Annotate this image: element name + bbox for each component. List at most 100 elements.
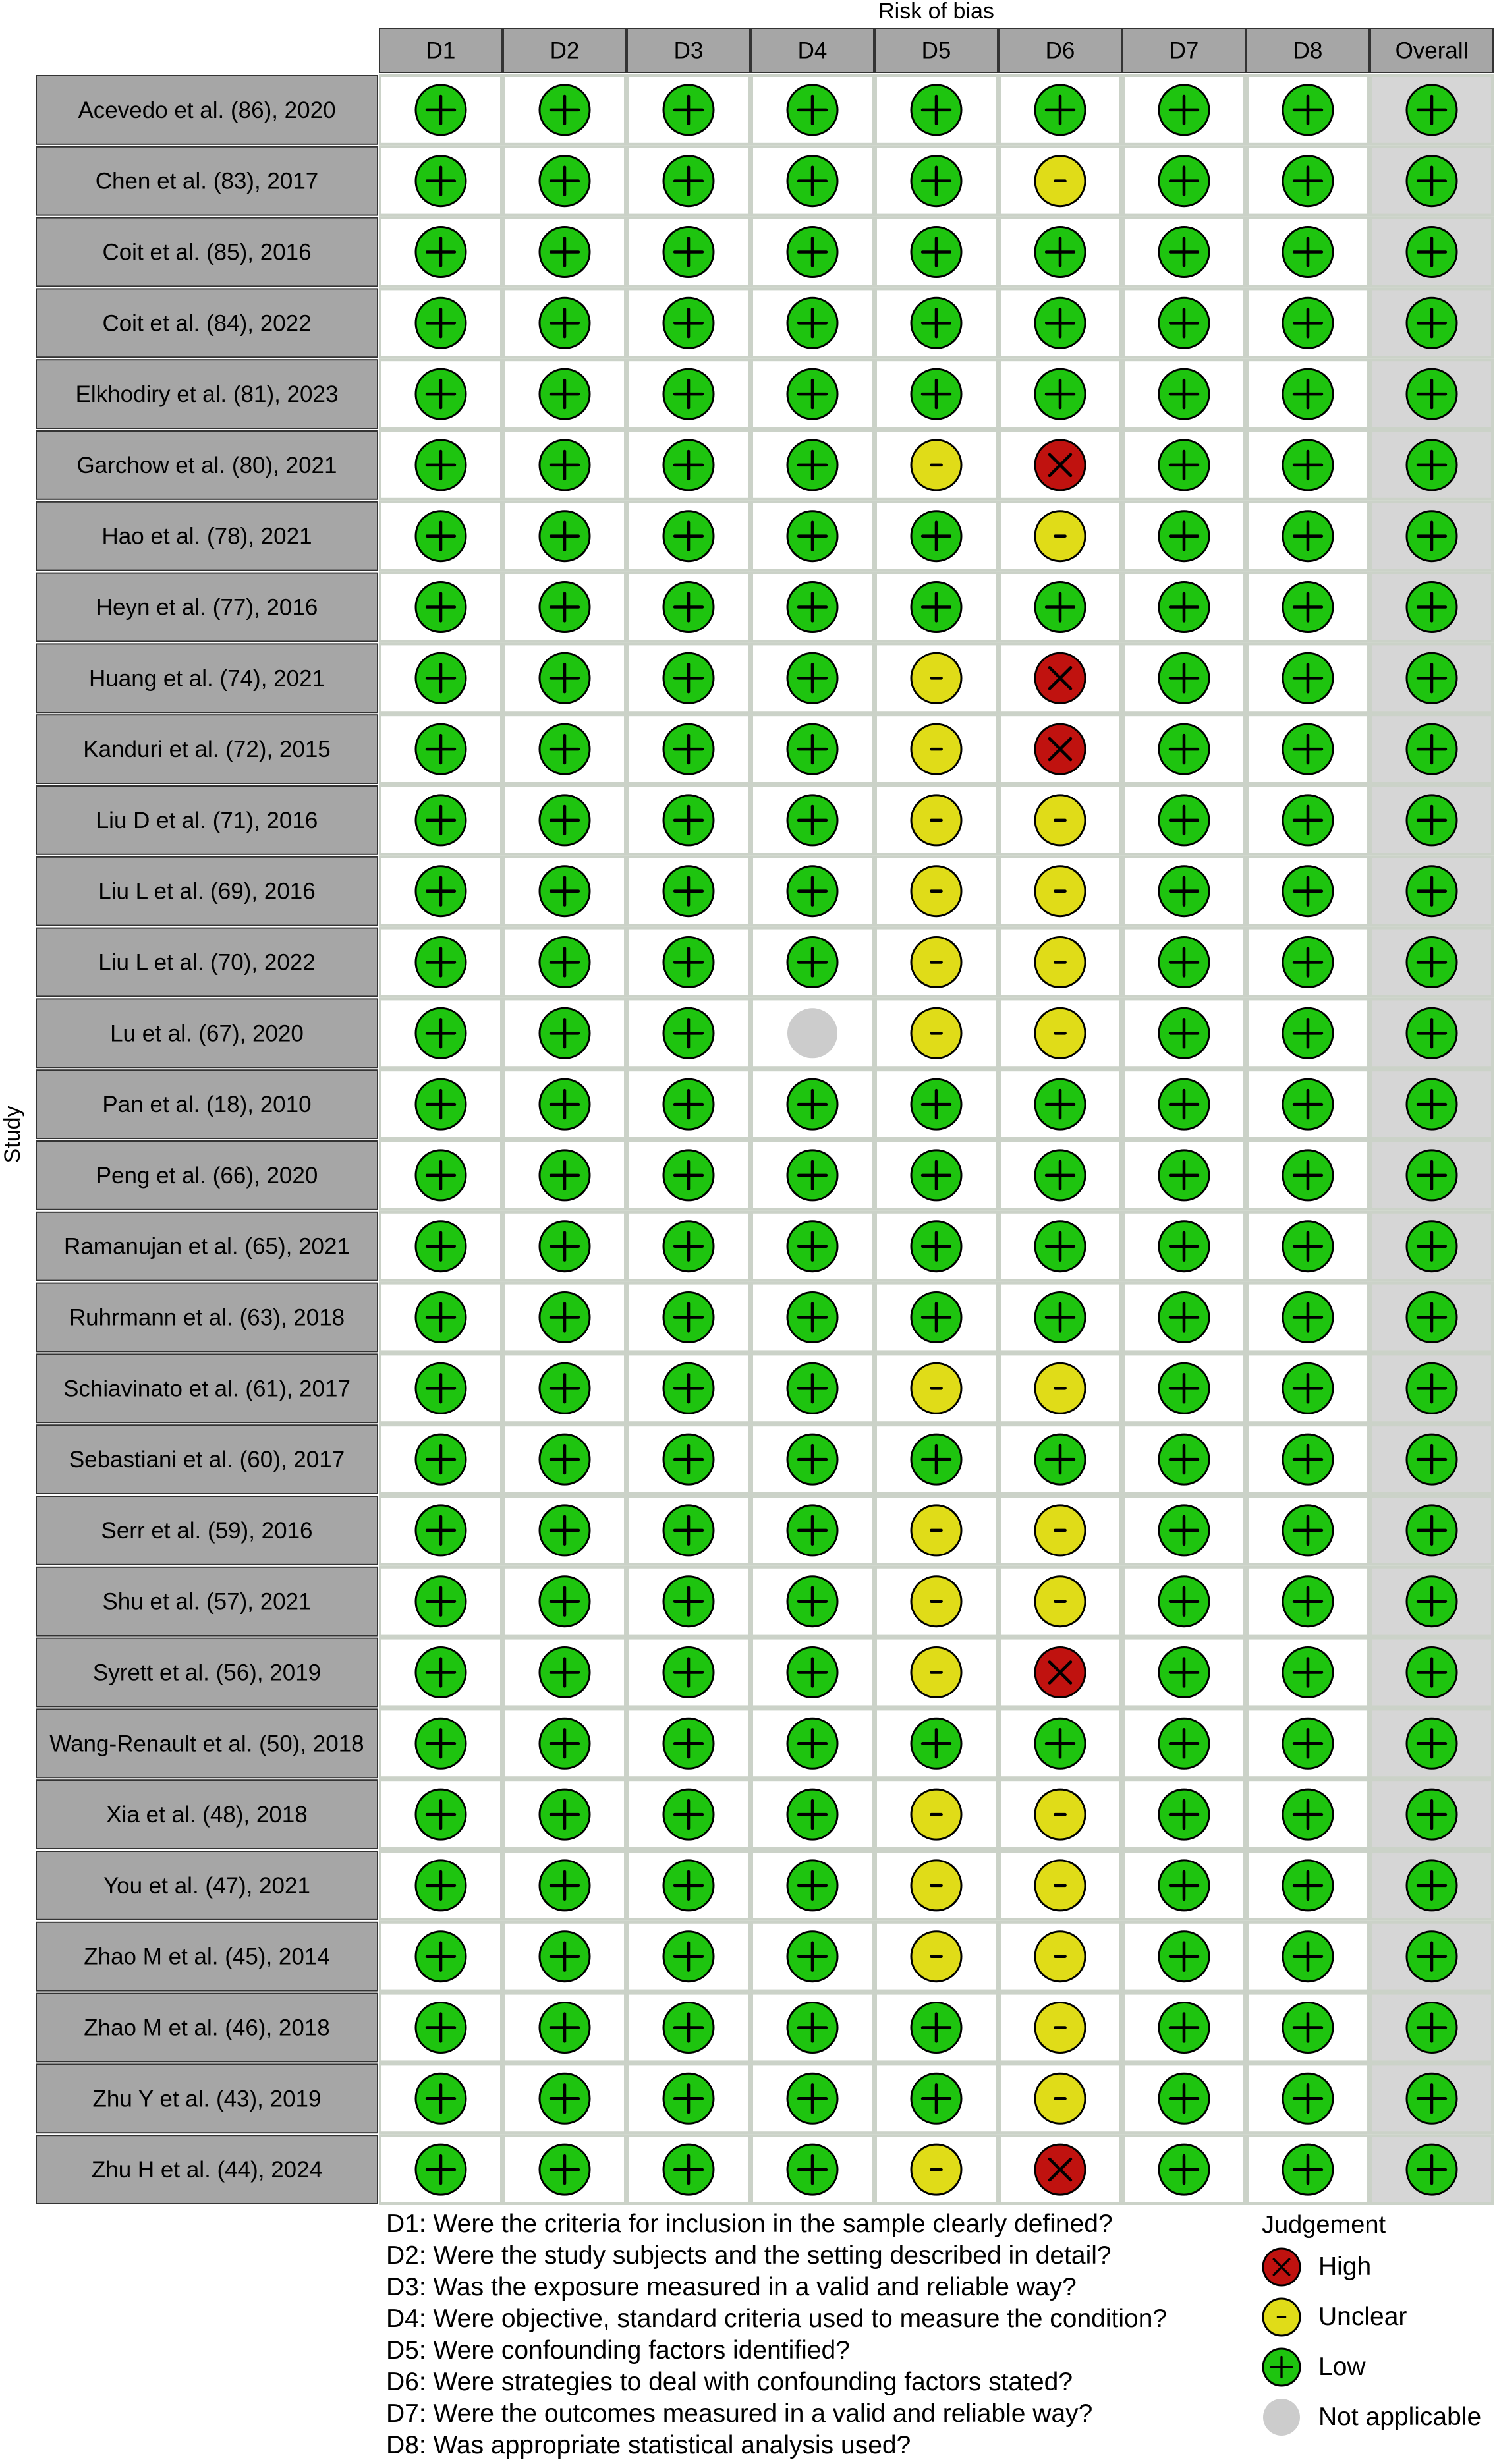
- judgement-unclear-marker: [910, 439, 963, 491]
- study-label: Liu L et al. (69), 2016: [98, 879, 315, 905]
- judgement-low-marker: [1405, 1788, 1458, 1841]
- judgement-low-marker: [662, 296, 715, 349]
- judgement-low-marker: [1034, 1078, 1086, 1131]
- judgement-low-marker: [538, 1504, 591, 1557]
- judgement-low-marker: [1158, 439, 1210, 491]
- header-d4: D4: [750, 28, 874, 73]
- judgement-low-marker: [1282, 1788, 1334, 1841]
- study-cell: [36, 1353, 378, 1424]
- study-row: Zhu H et al. (44), 2024: [36, 2134, 1494, 2205]
- judgement-low-marker: [1158, 1291, 1210, 1343]
- study-cell: [36, 714, 378, 784]
- judgement-low-marker: [910, 1220, 963, 1273]
- study-rows: Acevedo et al. (86), 2020 Chen et al. (83…: [36, 74, 1494, 2205]
- judgement-low-marker: [662, 2002, 715, 2054]
- judgement-low-marker: [786, 2143, 839, 2196]
- judgement-low-marker: [662, 1717, 715, 1770]
- study-cell: [36, 927, 378, 997]
- study-row: Liu L et al. (70), 2022: [36, 926, 1494, 998]
- judgement-low-marker: [662, 1291, 715, 1343]
- judgement-low-marker: [538, 1362, 591, 1414]
- judgement-low-marker: [662, 723, 715, 775]
- study-label: Liu D et al. (71), 2016: [96, 808, 318, 833]
- judgement-low-marker: [1405, 581, 1458, 633]
- study-label: Liu L et al. (70), 2022: [98, 950, 315, 976]
- judgement-low-marker: [1405, 1930, 1458, 1983]
- domain-description: D7: Were the outcomes measured in a vali…: [386, 2399, 1093, 2428]
- judgement-low-marker: [662, 581, 715, 633]
- judgement-low-marker: [1282, 1433, 1334, 1486]
- judgement-low-marker: [662, 794, 715, 847]
- judgement-low-marker: [414, 652, 467, 704]
- study-row: Coit et al. (85), 2016: [36, 216, 1494, 288]
- legend-label: Not applicable: [1318, 2403, 1482, 2431]
- judgement-low-marker: [786, 1788, 839, 1841]
- judgement-low-marker: [1282, 936, 1334, 988]
- header-d5: D5: [874, 28, 998, 73]
- study-row: Syrett et al. (56), 2019: [36, 1637, 1494, 1708]
- study-row: Kanduri et al. (72), 2015: [36, 714, 1494, 785]
- study-label: Kanduri et al. (72), 2015: [83, 737, 331, 762]
- study-label: Syrett et al. (56), 2019: [93, 1660, 321, 1686]
- judgement-low-marker: [1282, 1504, 1334, 1557]
- header-d1: D1: [379, 28, 503, 73]
- judgement-low-marker: [1405, 1007, 1458, 1059]
- legend-title: Judgement: [1262, 2211, 1386, 2239]
- header-label: D4: [798, 38, 828, 64]
- study-cell: [36, 1282, 378, 1353]
- judgement-low-marker: [1282, 368, 1334, 420]
- judgement-unclear-marker: [1034, 510, 1086, 563]
- legend-marker: [1262, 2247, 1301, 2287]
- judgement-low-marker: [786, 1291, 839, 1343]
- judgement-low-marker: [414, 1717, 467, 1770]
- judgement-low-marker: [538, 581, 591, 633]
- judgement-low-marker: [538, 1149, 591, 1202]
- judgement-low-marker: [786, 1930, 839, 1983]
- judgement-low-marker: [414, 368, 467, 420]
- judgement-low-marker: [910, 510, 963, 563]
- judgement-low-marker: [910, 1291, 963, 1343]
- judgement-low-marker: [1282, 155, 1334, 208]
- study-label: Elkhodiry et al. (81), 2023: [76, 381, 339, 407]
- judgement-low-marker: [786, 2072, 839, 2125]
- judgement-low-marker: [414, 581, 467, 633]
- study-row: Liu D et al. (71), 2016: [36, 785, 1494, 856]
- judgement-low-marker: [1405, 723, 1458, 775]
- study-row: Acevedo et al. (86), 2020: [36, 74, 1494, 146]
- judgement-low-marker: [1405, 226, 1458, 278]
- judgement-low-marker: [1405, 1220, 1458, 1273]
- judgement-low-marker: [414, 1220, 467, 1273]
- study-label: Acevedo et al. (86), 2020: [78, 98, 335, 123]
- judgement-low-marker: [786, 1646, 839, 1698]
- judgement-low-marker: [1282, 1859, 1334, 1912]
- judgement-low-marker: [1034, 1717, 1086, 1770]
- judgement-low-marker: [1282, 1575, 1334, 1628]
- study-row: Ruhrmann et al. (63), 2018: [36, 1281, 1494, 1353]
- judgement-unclear-marker: [1034, 1859, 1086, 1912]
- judgement-low-marker: [414, 1007, 467, 1059]
- judgement-low-marker: [662, 2072, 715, 2125]
- chart-title: Risk of bias: [878, 0, 994, 24]
- judgement-low-marker: [1158, 226, 1210, 278]
- judgement-low-marker: [662, 1859, 715, 1912]
- judgement-low-marker: [414, 794, 467, 847]
- judgement-unclear-marker: [910, 1859, 963, 1912]
- judgement-low-marker: [1034, 226, 1086, 278]
- judgement-low-marker: [538, 1788, 591, 1841]
- header-label: D1: [426, 38, 456, 64]
- judgement-unclear-marker: [1034, 1362, 1086, 1414]
- study-label: Wang-Renault et al. (50), 2018: [49, 1731, 364, 1756]
- judgement-low-marker: [1405, 1859, 1458, 1912]
- judgement-low-marker: [1282, 652, 1334, 704]
- judgement-low-marker: [1158, 581, 1210, 633]
- judgement-low-marker: [1405, 1078, 1458, 1131]
- judgement-low-marker: [662, 2143, 715, 2196]
- judgement-low-marker: [786, 581, 839, 633]
- judgement-low-marker: [414, 936, 467, 988]
- judgement-low-marker: [1158, 1930, 1210, 1983]
- study-cell: [36, 1992, 378, 2063]
- judgement-low-marker: [910, 155, 963, 208]
- legend-label: Unclear: [1318, 2303, 1407, 2331]
- study-label: Sebastiani et al. (60), 2017: [69, 1447, 345, 1472]
- judgement-low-marker: [1405, 1646, 1458, 1698]
